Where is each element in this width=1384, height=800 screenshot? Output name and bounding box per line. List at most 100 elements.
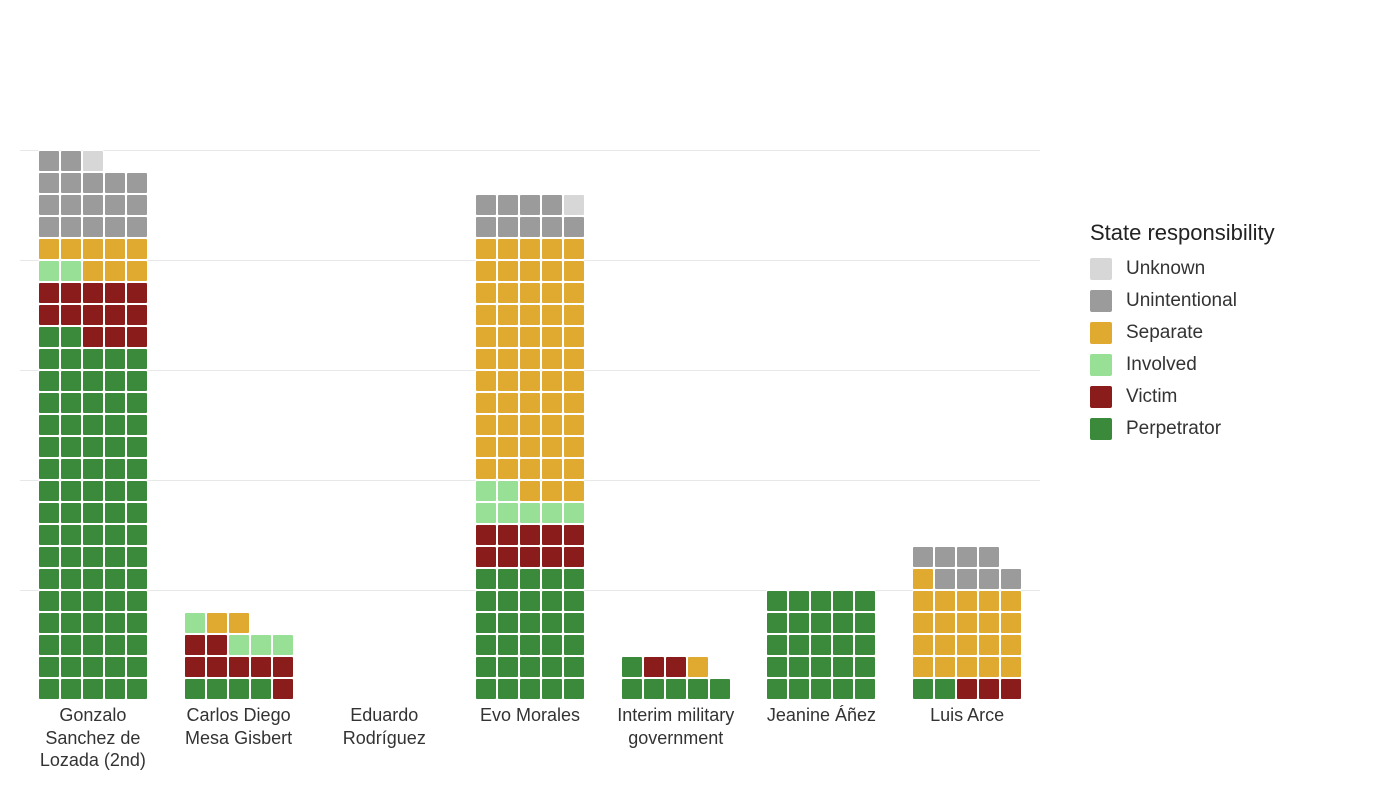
- waffle-cell: [956, 612, 978, 634]
- waffle-cell: [126, 348, 148, 370]
- waffle-row: [475, 260, 585, 282]
- waffle-cell: [978, 656, 1000, 678]
- waffle-row: [912, 634, 1022, 656]
- waffle-cell: [475, 282, 497, 304]
- waffle-cell: [788, 612, 810, 634]
- waffle-cell: [497, 612, 519, 634]
- waffle-cell: [38, 172, 60, 194]
- waffle-cell: [1000, 678, 1022, 700]
- waffle-cell: [38, 568, 60, 590]
- waffle-cell: [60, 436, 82, 458]
- waffle-row: [475, 590, 585, 612]
- x-axis-label: Evo Morales: [457, 704, 603, 772]
- waffle-cell: [497, 370, 519, 392]
- waffle-cell: [810, 612, 832, 634]
- waffle-cell: [184, 612, 206, 634]
- waffle: [38, 150, 148, 700]
- waffle-cell: [82, 524, 104, 546]
- waffle-row: [38, 150, 104, 172]
- waffle-cell: [475, 502, 497, 524]
- waffle-cell: [272, 678, 294, 700]
- waffle-cell: [643, 656, 665, 678]
- waffle-cell: [810, 590, 832, 612]
- waffle-cell: [766, 612, 788, 634]
- waffle-cell: [60, 480, 82, 502]
- waffle-cell: [912, 546, 934, 568]
- waffle-cell: [60, 656, 82, 678]
- waffle-cell: [766, 678, 788, 700]
- waffle-cell: [541, 216, 563, 238]
- waffle-cell: [82, 216, 104, 238]
- waffle-row: [38, 458, 148, 480]
- waffle-cell: [60, 326, 82, 348]
- waffle-cell: [38, 480, 60, 502]
- waffle-cell: [82, 678, 104, 700]
- waffle-column: [749, 20, 895, 700]
- waffle-cell: [541, 392, 563, 414]
- waffle-cell: [475, 480, 497, 502]
- waffle-cell: [60, 260, 82, 282]
- waffle-cell: [541, 414, 563, 436]
- legend-item: Perpetrator: [1090, 418, 1370, 440]
- waffle-cell: [766, 634, 788, 656]
- waffle-cell: [934, 634, 956, 656]
- waffle-cell: [1000, 590, 1022, 612]
- waffle-row: [475, 568, 585, 590]
- waffle-cell: [104, 590, 126, 612]
- waffle-cell: [978, 568, 1000, 590]
- waffle-cell: [475, 326, 497, 348]
- waffle-cell: [519, 304, 541, 326]
- waffle-cell: [104, 502, 126, 524]
- x-axis-label: Luis Arce: [894, 704, 1040, 772]
- waffle-cell: [126, 392, 148, 414]
- legend-label: Unintentional: [1126, 290, 1237, 312]
- waffle-cell: [519, 590, 541, 612]
- waffle-cell: [541, 524, 563, 546]
- waffle-cell: [184, 678, 206, 700]
- waffle-cell: [1000, 612, 1022, 634]
- waffle-cell: [519, 238, 541, 260]
- waffle-cell: [519, 546, 541, 568]
- legend-item: Unintentional: [1090, 290, 1370, 312]
- waffle-cell: [60, 546, 82, 568]
- waffle-cell: [912, 656, 934, 678]
- waffle-cell: [475, 436, 497, 458]
- waffle-cell: [541, 436, 563, 458]
- waffle-row: [475, 612, 585, 634]
- waffle-row: [475, 634, 585, 656]
- waffle-cell: [519, 260, 541, 282]
- waffle-cell: [82, 260, 104, 282]
- waffle-cell: [475, 590, 497, 612]
- waffle-cell: [38, 150, 60, 172]
- chart-container: Gonzalo Sanchez de Lozada (2nd)Carlos Di…: [0, 0, 1384, 800]
- waffle-cell: [497, 326, 519, 348]
- waffle-cell: [82, 326, 104, 348]
- waffle-cell: [978, 678, 1000, 700]
- waffle-cell: [82, 172, 104, 194]
- waffle-cell: [541, 590, 563, 612]
- waffle-cell: [497, 458, 519, 480]
- waffle-cell: [563, 612, 585, 634]
- waffle-cell: [519, 612, 541, 634]
- waffle-cell: [687, 678, 709, 700]
- waffle-column: [894, 20, 1040, 700]
- waffle-row: [912, 568, 1022, 590]
- waffle-cell: [206, 678, 228, 700]
- waffle-cell: [38, 678, 60, 700]
- waffle-row: [475, 304, 585, 326]
- waffle-cell: [250, 678, 272, 700]
- legend-swatch: [1090, 322, 1112, 344]
- waffle-cell: [934, 612, 956, 634]
- waffle-row: [475, 238, 585, 260]
- waffle-cell: [912, 634, 934, 656]
- waffle-cell: [665, 678, 687, 700]
- waffle-cell: [475, 304, 497, 326]
- waffle-cell: [563, 656, 585, 678]
- waffle-cell: [563, 524, 585, 546]
- waffle-cell: [709, 678, 731, 700]
- waffle-cell: [126, 568, 148, 590]
- waffle-cell: [766, 590, 788, 612]
- waffle-row: [475, 326, 585, 348]
- waffle-cell: [475, 568, 497, 590]
- waffle-cell: [82, 502, 104, 524]
